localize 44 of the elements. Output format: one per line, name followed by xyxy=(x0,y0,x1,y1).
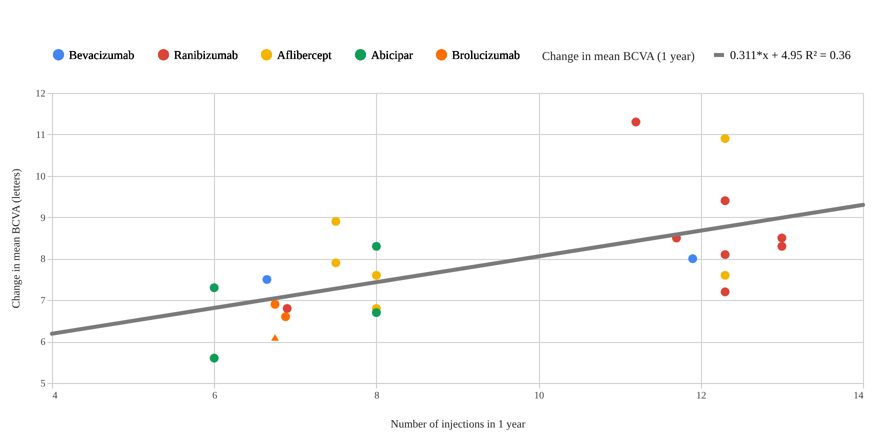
point xyxy=(372,308,381,318)
x-tick-label: 6 xyxy=(212,390,218,402)
point xyxy=(281,312,290,322)
point xyxy=(720,196,730,206)
legend-label: Bevacizumab xyxy=(69,48,134,62)
point xyxy=(271,334,279,341)
point xyxy=(270,300,280,309)
point xyxy=(720,270,730,280)
x-tick-label: 12 xyxy=(696,390,706,402)
point xyxy=(210,354,219,363)
point xyxy=(331,258,340,268)
legend-label: Ranibizumab xyxy=(174,48,238,62)
y-axis-title: Change in mean BCVA (letters) xyxy=(10,168,22,308)
point xyxy=(631,118,640,126)
y-tick-label: 12 xyxy=(36,88,46,100)
point xyxy=(720,134,730,144)
point xyxy=(688,254,698,264)
legend-label: Aflibercept xyxy=(277,48,332,62)
x-tick-label: 8 xyxy=(374,390,380,402)
y-tick-label: 7 xyxy=(40,296,46,307)
y-tick-label: 11 xyxy=(36,130,46,141)
legend-label: Abicipar xyxy=(371,48,413,62)
point xyxy=(372,270,381,280)
legend-label: 0.311*x + 4.95 R² = 0.36 xyxy=(730,48,851,62)
point xyxy=(777,234,786,242)
point xyxy=(262,274,272,284)
y-tick-label: 6 xyxy=(40,337,46,348)
y-tick-label: 8 xyxy=(40,254,46,266)
text: Change in mean BCVA (1 year) xyxy=(542,49,695,63)
x-axis-title: Number of injections in 1 year xyxy=(390,418,526,430)
point xyxy=(720,287,730,296)
point xyxy=(210,283,219,292)
y-tick-label: 10 xyxy=(36,171,46,182)
legend-label: Brolucizumab xyxy=(452,48,520,62)
point xyxy=(372,242,381,251)
x-tick-label: 14 xyxy=(854,390,864,402)
y-tick-label: 5 xyxy=(40,378,46,390)
point xyxy=(720,250,730,260)
point xyxy=(331,216,340,226)
point xyxy=(777,242,786,251)
x-tick-label: 4 xyxy=(52,390,58,402)
y-tick-label: 9 xyxy=(40,212,46,224)
point xyxy=(282,304,292,313)
x-tick-label: 10 xyxy=(534,390,544,402)
